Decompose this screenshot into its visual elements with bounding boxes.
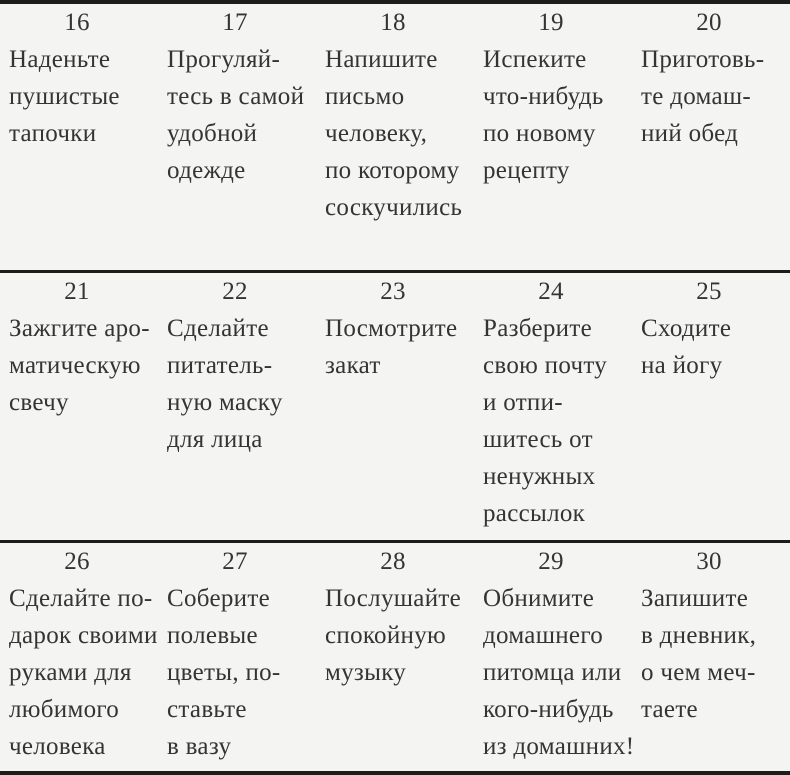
activity-text-line: по которому xyxy=(325,157,460,184)
activity-text-line: Обнимите xyxy=(483,585,595,612)
activity-text-line: ненужных xyxy=(483,463,596,490)
activity-text-line: тесь в самой xyxy=(167,83,305,110)
activity-text-line: Зажгите аро- xyxy=(9,315,150,342)
activity-text-line: человека xyxy=(9,733,106,760)
table-cell-day-22: 22 Сделайте питатель-ную маску для лица xyxy=(158,273,316,540)
activity-text-line: свою почту xyxy=(483,352,608,379)
activity-text-line: домашнего xyxy=(483,622,604,649)
day-number: 21 xyxy=(64,278,90,305)
activity-text-line: цветы, по- xyxy=(167,659,281,686)
day-number: 27 xyxy=(222,548,248,575)
table-cell-day-18: 18 Напишите письмо человеку, по которому соск… xyxy=(316,4,474,270)
activity-text-line: музыку xyxy=(325,659,407,686)
activity-text-line: таете xyxy=(641,696,698,723)
day-number: 17 xyxy=(222,9,248,36)
day-number: 18 xyxy=(380,9,406,36)
activity-text-line: о чем меч- xyxy=(641,659,756,686)
activity-text-line: Сходите xyxy=(641,315,732,342)
activity-text-line: Разберите xyxy=(483,315,592,342)
activity-text-line: Соберите xyxy=(167,585,270,612)
activity-text-line: на йогу xyxy=(641,352,723,379)
table-cell-day-27: 27 Соберите полевые цветы, по-ставьте в вазу xyxy=(158,543,316,771)
activity-text-line: в вазу xyxy=(167,733,232,760)
activity-text-line: Послушайте xyxy=(325,585,461,612)
table-cell-day-24: 24 Разберите свою почту и отпи-шитесь от нен… xyxy=(474,273,632,540)
activity-text-line: Запишите xyxy=(641,585,749,612)
activity-text-line: ставьте xyxy=(167,696,247,723)
activity-text-line: человеку, xyxy=(325,120,428,147)
table-cell-day-26: 26 Сделайте по-дарок своими руками для люби… xyxy=(0,543,158,771)
day-number: 22 xyxy=(222,278,248,305)
day-number: 28 xyxy=(380,548,406,575)
day-number: 29 xyxy=(538,548,564,575)
activity-text-line: соскучились xyxy=(325,194,463,221)
table-cell-day-29: 29 Обнимите домашнего питомца или кого-нибуд… xyxy=(474,543,632,771)
activity-text-line: любимого xyxy=(9,696,120,723)
activity-text-line: питатель- xyxy=(167,352,273,379)
table-row: 16 Наденьте пушистые тапочки 17 Прогуляй-тесь… xyxy=(0,4,790,270)
activity-text-line: Испеките xyxy=(483,46,587,73)
activity-text-line: рассылок xyxy=(483,500,586,527)
activity-text-line: одежде xyxy=(167,157,246,184)
activity-text-line: шитесь от xyxy=(483,426,593,453)
activity-text-line: для лица xyxy=(167,426,263,453)
activity-text-line: рецепту xyxy=(483,157,570,184)
table-row: 26 Сделайте по-дарок своими руками для люби… xyxy=(0,540,790,771)
activity-text-line: кого-нибудь xyxy=(483,696,614,723)
table-cell-day-23: 23 Посмотрите закат xyxy=(316,273,474,540)
table-cell-day-19: 19 Испеките что-нибудь по новому рецепту xyxy=(474,4,632,270)
activity-text-line: спокойную xyxy=(325,622,446,649)
activity-text-line: что-нибудь xyxy=(483,83,604,110)
activity-text-line: по новому xyxy=(483,120,596,147)
activity-text-line: тапочки xyxy=(9,120,97,147)
day-number: 25 xyxy=(696,278,722,305)
activity-text-line: руками для xyxy=(9,659,132,686)
activity-text-line: письмо xyxy=(325,83,405,110)
activity-text-line: ний обед xyxy=(641,120,739,147)
day-number: 16 xyxy=(64,9,90,36)
activity-text-line: Сделайте xyxy=(167,315,269,342)
table-cell-day-25: 25 Сходите на йогу xyxy=(632,273,790,540)
activity-table: 16 Наденьте пушистые тапочки 17 Прогуляй-тесь… xyxy=(0,4,790,771)
day-number: 23 xyxy=(380,278,406,305)
activity-text-line: Сделайте по- xyxy=(9,585,153,612)
table-cell-day-21: 21 Зажгите аро-матическую свечу xyxy=(0,273,158,540)
day-number: 20 xyxy=(696,9,722,36)
activity-text-line: дарок своими xyxy=(9,622,158,649)
activity-text-line: полевые xyxy=(167,622,258,649)
activity-text-line: матическую xyxy=(9,352,141,379)
table-row: 21 Зажгите аро-матическую свечу 22 Сделайте п… xyxy=(0,270,790,540)
activity-text-line: те домаш- xyxy=(641,83,752,110)
table-cell-day-28: 28 Послушайте спокойную музыку xyxy=(316,543,474,771)
activity-text-line: Наденьте xyxy=(9,46,111,73)
activity-text-line: в дневник, xyxy=(641,622,757,649)
day-number: 24 xyxy=(538,278,564,305)
table-cell-day-16: 16 Наденьте пушистые тапочки xyxy=(0,4,158,270)
activity-text-line: закат xyxy=(325,352,381,379)
activity-text-line: пушистые xyxy=(9,83,120,110)
activity-text-line: ную маску xyxy=(167,389,283,416)
activity-text-line: Напишите xyxy=(325,46,438,73)
day-number: 30 xyxy=(696,548,722,575)
day-number: 19 xyxy=(538,9,564,36)
activity-text-line: питомца или xyxy=(483,659,622,686)
table-cell-day-17: 17 Прогуляй-тесь в самой удобной одежде xyxy=(158,4,316,270)
activity-text-line: и отпи- xyxy=(483,389,563,416)
activity-text-line: свечу xyxy=(9,389,69,416)
activity-text-line: удобной xyxy=(167,120,258,147)
activity-text-line: Прогуляй- xyxy=(167,46,281,73)
table-cell-day-20: 20 Приготовь-те домаш-ний обед xyxy=(632,4,790,270)
day-number: 26 xyxy=(64,548,90,575)
table-cell-day-30: 30 Запишите в дневник, о чем меч-таете xyxy=(632,543,790,771)
activity-text-line: Приготовь- xyxy=(641,46,765,73)
activity-text-line: Посмотрите xyxy=(325,315,458,342)
activity-text-line: из домашних! xyxy=(483,733,632,760)
